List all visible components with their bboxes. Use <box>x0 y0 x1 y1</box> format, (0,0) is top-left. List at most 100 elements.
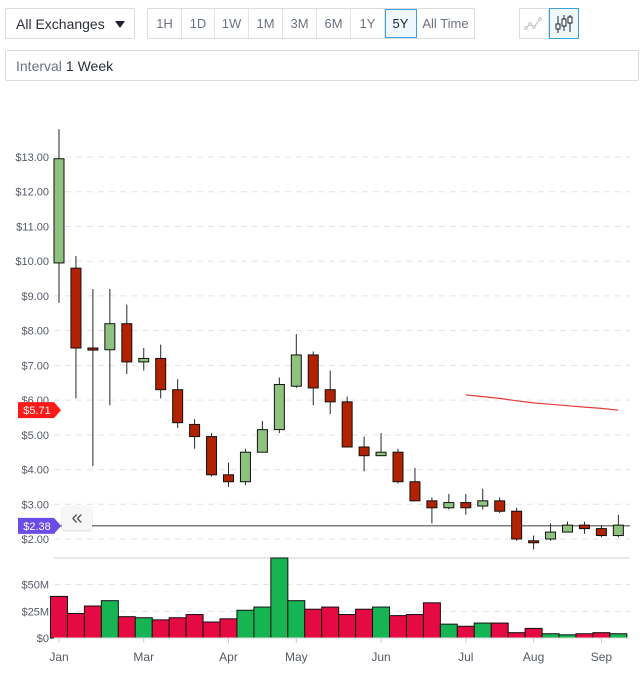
volume-axis-label: $50M <box>21 580 49 592</box>
candle[interactable] <box>121 304 133 375</box>
candle[interactable] <box>206 433 218 477</box>
candle[interactable] <box>460 493 472 515</box>
candle[interactable] <box>494 497 506 513</box>
range-button-1w[interactable]: 1W <box>215 9 249 38</box>
line-chart-icon <box>524 16 542 30</box>
candle[interactable] <box>409 467 421 502</box>
volume-bar[interactable] <box>456 625 475 639</box>
volume-bar[interactable] <box>575 633 594 639</box>
candle[interactable] <box>138 348 150 371</box>
volume-bar[interactable] <box>304 608 323 639</box>
volume-bar[interactable] <box>134 617 153 639</box>
volume-bar[interactable] <box>83 605 102 639</box>
candle[interactable] <box>392 448 404 484</box>
candle[interactable] <box>290 334 302 388</box>
candle[interactable] <box>528 535 540 550</box>
current-price-marker: $2.38 <box>18 517 61 534</box>
volume-bar[interactable] <box>100 600 119 639</box>
volume-bar[interactable] <box>372 606 391 639</box>
candle[interactable] <box>341 396 353 448</box>
candle[interactable] <box>324 370 336 415</box>
candlestick-chart-button[interactable] <box>549 8 579 39</box>
volume-bar[interactable] <box>117 616 136 639</box>
volume-bar[interactable] <box>236 609 255 639</box>
range-button-1m[interactable]: 1M <box>249 9 283 38</box>
candle[interactable] <box>104 288 116 406</box>
range-button-1y[interactable]: 1Y <box>351 9 385 38</box>
price-axis-label: $11.00 <box>16 221 49 233</box>
volume-bar[interactable] <box>439 623 458 639</box>
candle[interactable] <box>562 521 573 533</box>
volume-bar[interactable] <box>321 606 340 639</box>
x-axis-label: Jan <box>49 650 68 664</box>
range-button-1d[interactable]: 1D <box>182 9 215 38</box>
range-button-3m[interactable]: 3M <box>283 9 317 38</box>
candle[interactable] <box>511 507 523 541</box>
reference-price-marker: $5.71 <box>18 402 61 419</box>
price-axis-label: $12.00 <box>15 187 49 199</box>
candle[interactable] <box>70 255 82 399</box>
x-axis-label: Jun <box>371 650 390 664</box>
candle[interactable] <box>612 514 624 538</box>
range-button-all-time[interactable]: All Time <box>422 16 469 31</box>
double-chevron-left-icon: « <box>71 506 83 529</box>
volume-bar[interactable] <box>490 622 509 639</box>
x-axis-label: May <box>285 650 308 664</box>
candle[interactable] <box>307 351 319 406</box>
range-button-6m[interactable]: 6M <box>317 9 351 38</box>
candle[interactable] <box>545 523 557 541</box>
volume-bar[interactable] <box>287 600 306 639</box>
volume-bar[interactable] <box>253 606 272 639</box>
interval-display[interactable]: Interval 1 Week <box>5 50 639 81</box>
volume-bar[interactable] <box>338 614 357 639</box>
range-button-5y[interactable]: 5Y <box>385 9 417 38</box>
volume-bar[interactable] <box>355 608 374 639</box>
svg-text:$5.71: $5.71 <box>23 405 51 417</box>
candle[interactable] <box>223 462 234 487</box>
candle[interactable] <box>172 379 184 428</box>
candle[interactable] <box>358 436 370 472</box>
time-range-group: 1H 1D 1W 1M 3M 6M 1Y 5Y All Time <box>147 8 475 39</box>
volume-bar[interactable] <box>202 621 221 639</box>
volume-bar[interactable] <box>524 627 543 639</box>
volume-bar[interactable] <box>541 633 560 639</box>
moving-average-line <box>465 394 619 411</box>
candle[interactable] <box>189 419 201 449</box>
candle[interactable] <box>375 433 387 457</box>
exchange-select[interactable]: All Exchanges <box>5 8 135 39</box>
volume-bar[interactable] <box>151 619 170 639</box>
volume-bar[interactable] <box>168 617 187 639</box>
volume-bar[interactable] <box>50 595 68 639</box>
range-button-1h[interactable]: 1H <box>148 9 182 38</box>
candle[interactable] <box>595 525 607 538</box>
candle[interactable] <box>87 288 99 467</box>
volume-bar[interactable] <box>405 614 424 639</box>
candle[interactable] <box>443 493 455 510</box>
candle[interactable] <box>273 377 285 434</box>
candle[interactable] <box>256 420 268 453</box>
candle[interactable] <box>155 344 167 399</box>
svg-text:$2.38: $2.38 <box>23 521 51 533</box>
price-axis-label: $8.00 <box>21 326 49 338</box>
candle[interactable] <box>53 129 65 303</box>
volume-bar[interactable] <box>473 622 492 639</box>
chart-type-group <box>519 8 579 39</box>
candle[interactable] <box>578 521 590 534</box>
candle[interactable] <box>477 488 489 510</box>
candle[interactable] <box>426 497 438 524</box>
volume-bar[interactable] <box>422 602 441 639</box>
volume-bar[interactable] <box>270 557 289 639</box>
volume-bar[interactable] <box>507 632 526 639</box>
collapse-button[interactable]: « <box>62 506 92 530</box>
volume-bar[interactable] <box>389 615 407 639</box>
volume-bar[interactable] <box>609 633 628 639</box>
volume-bar[interactable] <box>592 632 611 639</box>
volume-bar[interactable] <box>66 612 85 639</box>
line-chart-button[interactable] <box>519 8 549 39</box>
volume-bar[interactable] <box>185 614 204 639</box>
volume-bar[interactable] <box>219 618 238 639</box>
x-axis-label: Apr <box>219 650 238 664</box>
volume-axis-label: $25M <box>21 606 49 618</box>
candle[interactable] <box>239 448 251 486</box>
